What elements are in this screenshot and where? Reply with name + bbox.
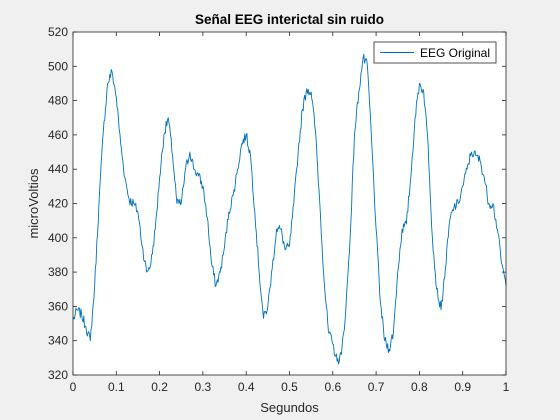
legend: EEG Original [373,41,497,64]
y-tick-label: 520 [48,25,68,39]
x-tick-label: 0.4 [238,380,255,394]
legend-box [373,41,497,64]
x-tick-label: 0.8 [411,380,428,394]
x-tick-label: 0.5 [281,380,298,394]
y-tick-label: 480 [48,94,68,108]
chart-title: Señal EEG interictal sin ruido [195,12,384,27]
series-layer [72,53,507,365]
legend-label-eeg-original: EEG Original [420,46,490,60]
ticks-layer: 0 0.1 0.2 0.3 0.4 0.5 0.6 0.7 0.8 0.9 1 320 340 360 38… [48,25,510,394]
x-axis-label: Segundos [260,400,319,415]
y-tick-label: 400 [48,231,68,245]
x-tick-label: 0.6 [324,380,341,394]
series-line-eeg-original [72,53,507,365]
y-tick-label: 320 [48,368,68,382]
y-tick-label: 340 [48,334,68,348]
y-tick-label: 360 [48,299,68,313]
y-tick-label: 500 [48,59,68,73]
y-tick-label: 460 [48,128,68,142]
y-axis-label: microVoltios [26,168,41,239]
axes-background [73,32,506,375]
y-tick-label: 380 [48,265,68,279]
x-tick-label: 0.9 [454,380,471,394]
y-tick-label: 440 [48,162,68,176]
y-tick-label: 420 [48,197,68,211]
x-tick-label: 0.1 [108,380,125,394]
x-tick-label: 1 [503,380,510,394]
x-tick-label: 0.7 [368,380,385,394]
x-tick-label: 0.2 [151,380,168,394]
x-tick-label: 0 [70,380,77,394]
x-tick-label: 0.3 [195,380,212,394]
